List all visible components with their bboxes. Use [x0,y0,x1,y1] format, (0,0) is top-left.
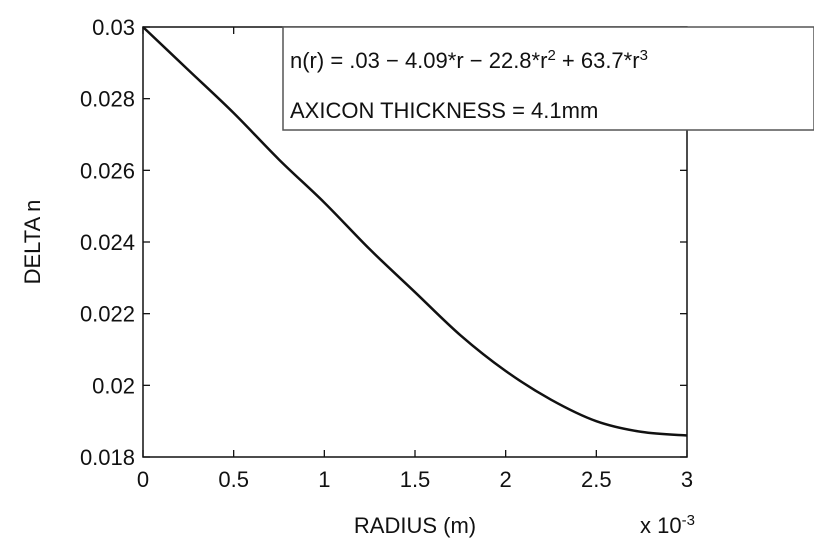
x-tick-label: 0 [137,467,149,492]
x-axis-label: RADIUS (m) [354,513,476,538]
legend: n(r) = .03 − 4.09*r − 22.8*r2 + 63.7*r3 … [283,27,814,130]
y-tick-label: 0.03 [92,15,135,40]
x-tick-label: 2 [500,467,512,492]
x-tick-label: 0.5 [218,467,249,492]
y-tick-label: 0.02 [92,373,135,398]
y-tick-label: 0.024 [80,230,135,255]
y-axis-label: DELTA n [20,200,45,285]
x-tick-label: 1 [318,467,330,492]
x-tick-label: 3 [681,467,693,492]
y-tick-label: 0.026 [80,158,135,183]
x-tick-label: 1.5 [400,467,431,492]
y-tick-label: 0.022 [80,302,135,327]
y-tick-label: 0.018 [80,445,135,470]
legend-thickness: AXICON THICKNESS = 4.1mm [290,98,598,123]
x-tick-label: 2.5 [581,467,612,492]
y-tick-label: 0.028 [80,87,135,112]
legend-formula: n(r) = .03 − 4.09*r − 22.8*r2 + 63.7*r3 [290,47,648,74]
x-axis-multiplier: x 10-3 [640,512,695,539]
